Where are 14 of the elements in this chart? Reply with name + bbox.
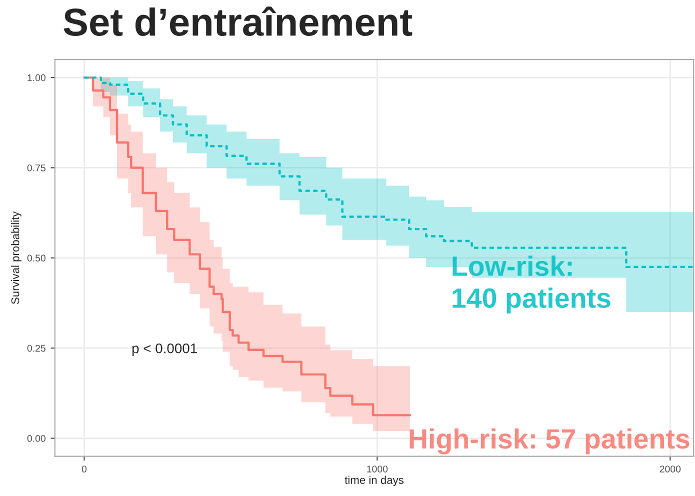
- annotation: p < 0.0001: [132, 343, 197, 356]
- chart-title: Set d’entraînement: [64, 6, 412, 36]
- x-tick-label: 0: [82, 466, 87, 472]
- series-label: Low-risk: 140 patients: [452, 256, 610, 314]
- x-tick-label: 2000: [660, 466, 681, 472]
- x-tick-label: 1000: [367, 466, 388, 472]
- y-tick-label: 0.25: [27, 344, 46, 352]
- y-tick-label: 0.50: [27, 254, 46, 262]
- y-tick-label: 1.00: [28, 74, 46, 82]
- series-label: High-risk: 57 patients: [410, 428, 690, 454]
- y-tick-label: 0.75: [27, 164, 46, 172]
- y-axis-title: Survival probability: [11, 211, 22, 304]
- x-axis-title: time in days: [344, 476, 404, 486]
- y-tick-label: 0.00: [27, 435, 46, 442]
